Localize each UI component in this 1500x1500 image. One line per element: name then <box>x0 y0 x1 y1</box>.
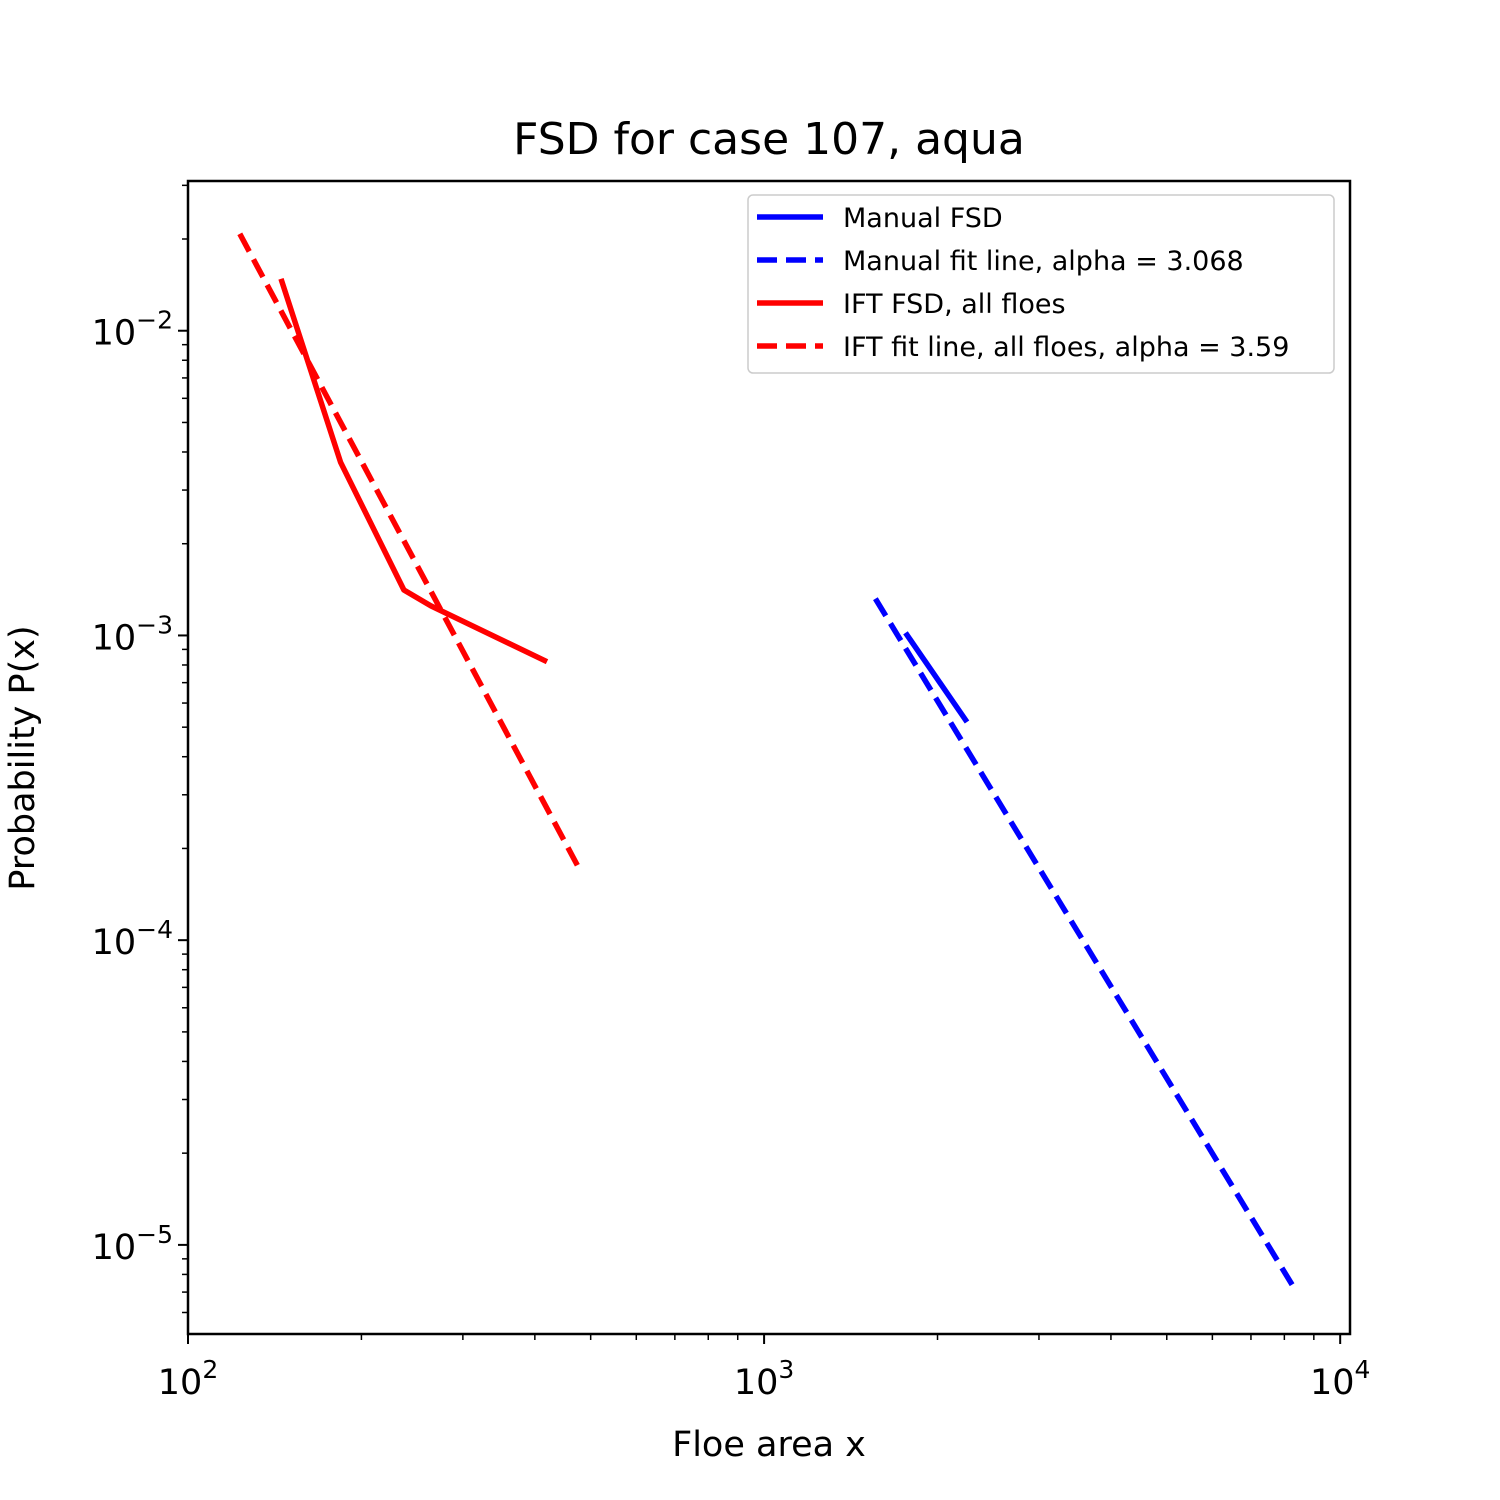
y-tick-label-1: 10−5 <box>92 1220 173 1268</box>
x-tick-label-3: 104 <box>1310 1355 1370 1403</box>
legend: Manual FSD Manual fit line, alpha = 3.068… <box>747 194 1335 374</box>
plot-area <box>237 232 1295 1287</box>
legend-entries: Manual FSD Manual fit line, alpha = 3.068… <box>757 203 1289 363</box>
legend-box <box>747 194 1335 374</box>
x-axis-label: Floe area x <box>672 1425 866 1465</box>
series-line-2 <box>873 597 1295 1287</box>
legend-label-4: IFT fit line, all floes, alpha = 3.59 <box>843 332 1289 363</box>
series-line-1 <box>903 631 970 724</box>
legend-label-1: Manual FSD <box>843 203 1003 234</box>
chart-title: FSD for case 107, aqua <box>513 114 1025 165</box>
y-tick-label-3: 10−3 <box>92 610 173 658</box>
plot-frame <box>186 179 1352 1336</box>
series-line-4 <box>237 232 581 868</box>
y-tick-label-2: 10−4 <box>92 915 173 963</box>
legend-label-2: Manual fit line, alpha = 3.068 <box>843 246 1244 277</box>
x-tick-label-2: 103 <box>734 1355 794 1403</box>
y-tick-label-4: 10−2 <box>92 306 173 354</box>
legend-label-3: IFT FSD, all floes <box>843 289 1066 320</box>
series-line-3 <box>278 277 549 665</box>
axis-ticks: 102 103 104 10−5 10−4 10−3 10−2 <box>92 184 1370 1403</box>
x-tick-label-1: 102 <box>158 1355 218 1403</box>
y-axis-label: Probability P(x) <box>3 625 43 890</box>
